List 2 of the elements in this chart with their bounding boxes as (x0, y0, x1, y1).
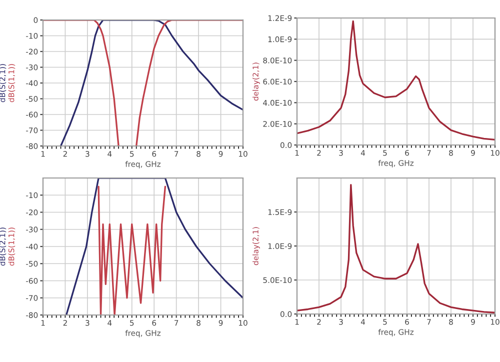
line-series (98, 186, 166, 315)
line-series (297, 20, 495, 141)
